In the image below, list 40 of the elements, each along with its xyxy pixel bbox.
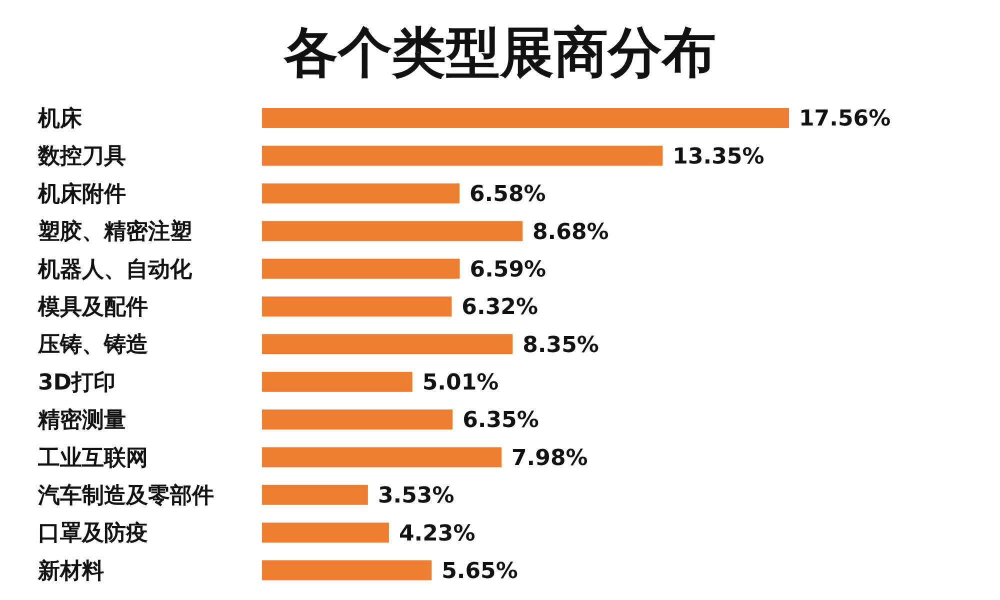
data-label: 6.58% — [469, 182, 546, 208]
chart-title: 各个类型展商分布 — [282, 20, 717, 86]
bar — [262, 183, 460, 204]
bar — [262, 560, 432, 580]
data-label: 17.56% — [799, 106, 891, 132]
data-label: 7.98% — [511, 446, 588, 471]
y-tick-label: 口罩及防疫 — [38, 521, 148, 546]
y-tick-label: 压铸、铸造 — [37, 332, 148, 358]
data-label: 8.35% — [522, 332, 599, 358]
bar — [262, 146, 663, 166]
bar — [262, 258, 460, 279]
y-tick-label: 机床附件 — [37, 180, 126, 207]
data-label: 3.53% — [378, 484, 454, 509]
data-label: 13.35% — [672, 144, 764, 170]
y-tick-label: 机床 — [37, 106, 83, 132]
data-label: 6.59% — [470, 257, 546, 282]
data-label: 8.68% — [532, 220, 609, 245]
bar — [262, 372, 412, 392]
bar — [262, 221, 522, 242]
bar — [262, 484, 368, 505]
y-tick-label: 3D打印 — [38, 370, 116, 396]
bar — [262, 108, 789, 128]
bar — [262, 334, 513, 354]
y-tick-label: 汽车制造及零部件 — [37, 482, 214, 508]
y-tick-label: 数控刀具 — [37, 144, 126, 170]
y-tick-label: 工业互联网 — [37, 446, 148, 471]
y-tick-label: 新材料 — [37, 558, 104, 584]
y-tick-label: 精密测量 — [37, 407, 126, 434]
bar — [262, 296, 452, 316]
y-tick-label: 模具及配件 — [37, 295, 148, 320]
data-label: 5.01% — [422, 370, 499, 396]
y-tick-label: 塑胶、精密注塑 — [37, 218, 192, 245]
data-label: 4.23% — [398, 521, 476, 546]
y-tick-label: 机器人、自动化 — [37, 257, 193, 282]
bar — [262, 447, 502, 468]
data-label: 6.32% — [462, 295, 538, 320]
data-label: 5.65% — [442, 559, 518, 584]
bar — [262, 522, 389, 543]
bar — [262, 410, 453, 430]
data-label: 6.35% — [462, 408, 539, 434]
